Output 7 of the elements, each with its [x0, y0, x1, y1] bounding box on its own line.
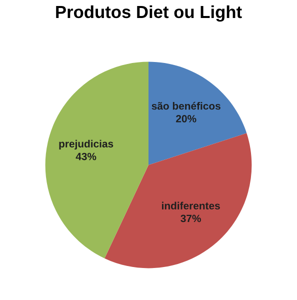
- data-label: 43%: [76, 152, 96, 160]
- chart-title: Produtos Diet ou Light: [56, 5, 242, 22]
- slice-label: são benéficos: [152, 102, 220, 110]
- data-label: 37%: [180, 214, 201, 222]
- data-label: 20%: [176, 115, 196, 122]
- slice-label: prejudicias: [59, 140, 114, 150]
- slice-label: indiferentes: [162, 202, 220, 210]
